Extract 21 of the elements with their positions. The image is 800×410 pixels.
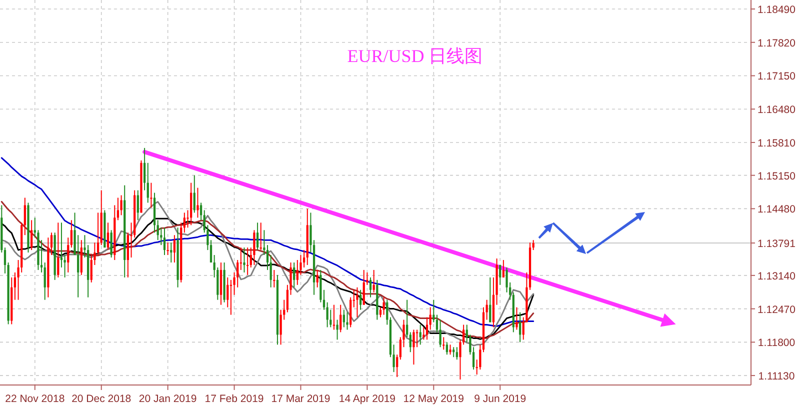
x-tick-label: 9 Jun 2019 xyxy=(474,393,526,405)
y-tick-label: 1.13140 xyxy=(758,270,796,282)
y-tick-label: 1.17820 xyxy=(758,37,796,50)
x-tick-label: 20 Jan 2019 xyxy=(138,393,197,405)
y-tick-label: 1.17150 xyxy=(758,70,796,83)
y-tick-label: 1.15810 xyxy=(758,137,796,150)
y-tick-label: 1.16480 xyxy=(758,104,796,116)
y-tick-label: 1.18490 xyxy=(758,4,796,16)
title: EUR/USD 日线图 xyxy=(347,46,483,66)
x-tick-label: 12 May 2019 xyxy=(403,393,464,405)
x-tick-label: 20 Dec 2018 xyxy=(72,393,132,405)
y-tick-label: 1.11130 xyxy=(758,370,795,383)
y-tick-label: 1.13791 xyxy=(758,238,796,250)
x-tick-label: 17 Feb 2019 xyxy=(204,393,264,405)
y-tick-label: 1.15150 xyxy=(758,170,796,182)
y-tick-label: 1.12470 xyxy=(758,304,796,316)
x-tick-label: 22 Nov 2018 xyxy=(5,393,65,405)
x-tick-label: 17 Mar 2019 xyxy=(271,393,330,405)
y-tick-label: 1.11800 xyxy=(758,337,796,350)
x-tick-label: 14 Apr 2019 xyxy=(338,393,396,405)
y-tick-label: 1.14480 xyxy=(758,204,796,216)
